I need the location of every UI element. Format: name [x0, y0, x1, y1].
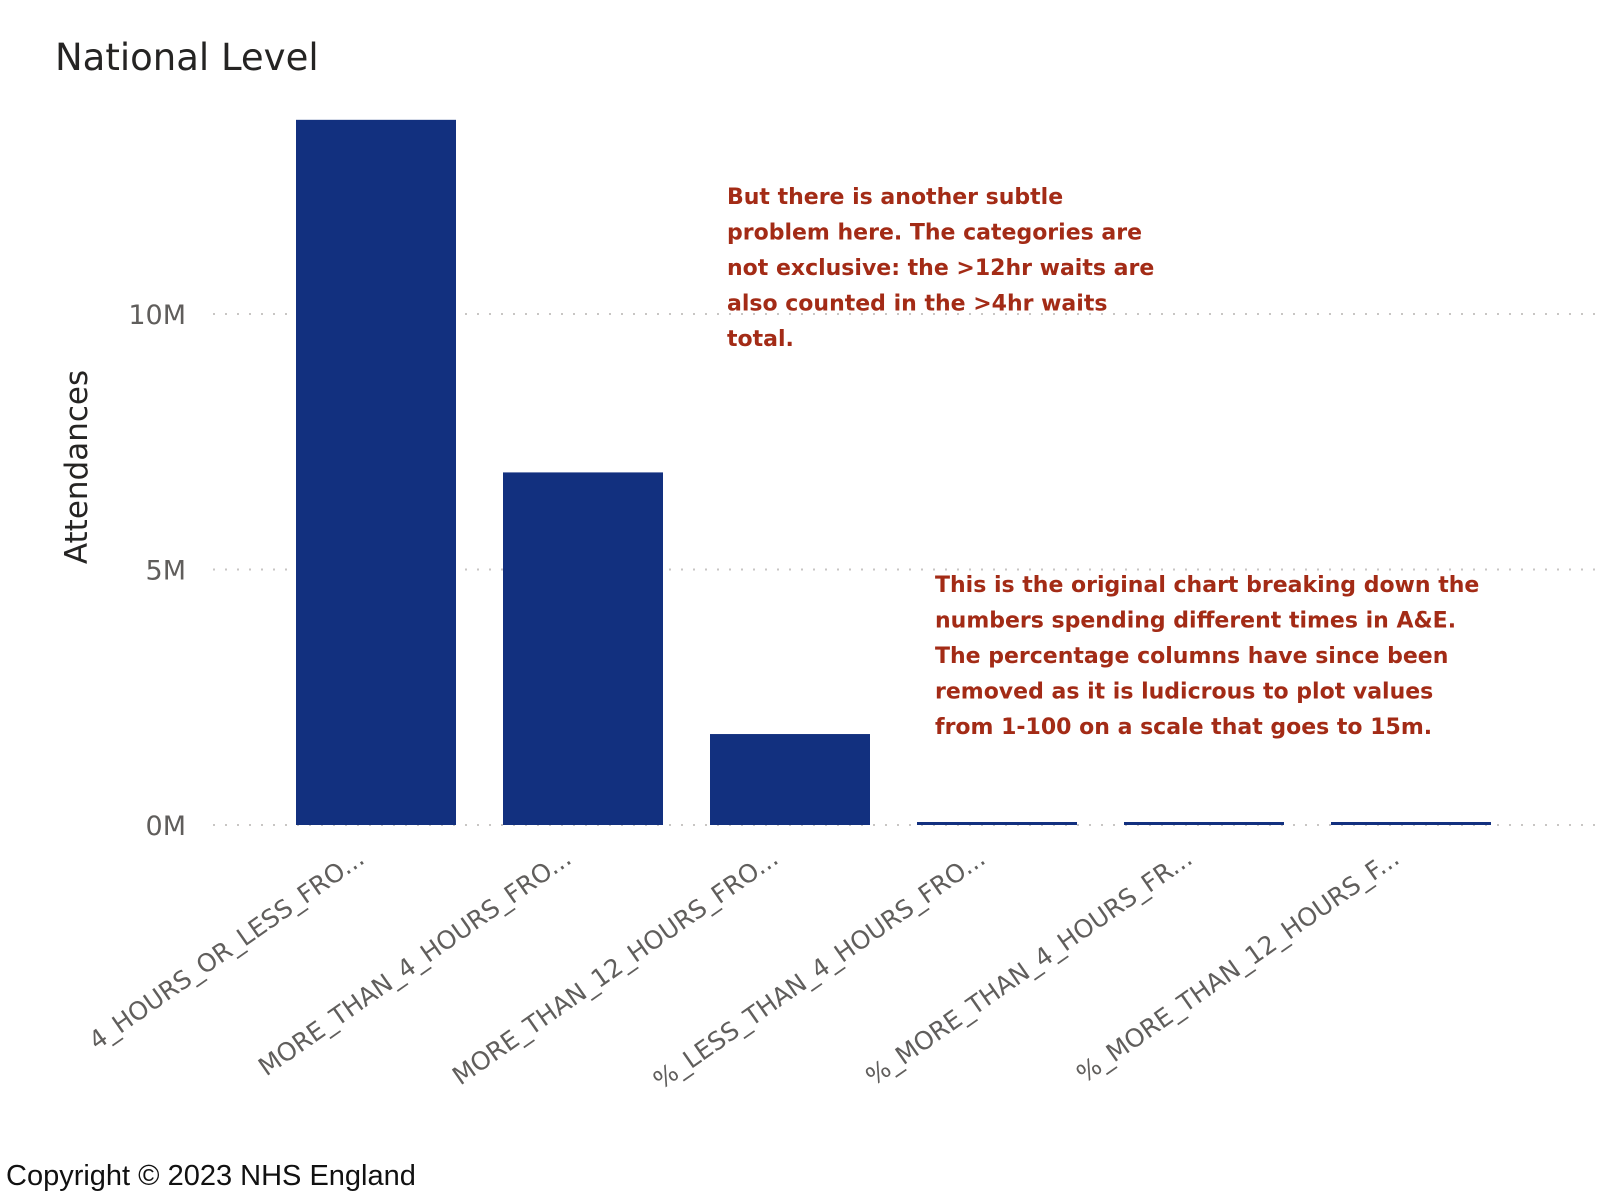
bar — [1124, 822, 1284, 825]
x-tick-label: MORE_THAN_12_HOURS_FRO... — [447, 843, 783, 1091]
x-tick-label: %_MORE_THAN_4_HOURS_FR... — [860, 843, 1197, 1091]
annotation-line: not exclusive: the >12hr waits are — [727, 256, 1154, 281]
bar — [1331, 822, 1491, 825]
y-tick-label: 5M — [146, 556, 186, 587]
annotation-line: This is the original chart breaking down… — [935, 573, 1479, 598]
bar — [917, 822, 1077, 825]
x-axis-ticks: 4_HOURS_OR_LESS_FRO...MORE_THAN_4_HOURS_… — [84, 843, 1405, 1095]
annotation-line: also counted in the >4hr waits — [727, 292, 1107, 317]
annotations: But there is another subtle problem here.… — [727, 185, 1479, 740]
x-tick-label: %_MORE_THAN_12_HOURS_F... — [1071, 843, 1404, 1088]
annotation-line: removed as it is ludicrous to plot value… — [935, 680, 1433, 705]
bar — [503, 472, 663, 825]
annotation-line: The percentage columns have since been — [935, 644, 1448, 669]
y-tick-label: 0M — [146, 811, 186, 842]
chart-title: National Level — [55, 36, 319, 79]
y-tick-label: 10M — [128, 300, 186, 331]
x-tick-label: %_LESS_THAN_4_HOURS_FRO... — [648, 843, 990, 1095]
bars — [296, 119, 1491, 825]
annotation-original-chart: This is the original chart breaking down… — [935, 573, 1479, 740]
annotation-line: problem here. The categories are — [727, 221, 1142, 246]
annotation-line: But there is another subtle — [727, 185, 1063, 210]
bar — [710, 734, 870, 825]
bar — [296, 119, 456, 825]
annotation-line: total. — [727, 327, 794, 352]
copyright-notice: Copyright © 2023 NHS England — [6, 1160, 416, 1192]
annotation-subtle-problem: But there is another subtle problem here.… — [727, 185, 1154, 352]
y-axis-ticks: 0M 5M 10M — [128, 300, 186, 842]
annotation-line: numbers spending different times in A&E. — [935, 609, 1456, 634]
y-axis-label: Attendances — [59, 370, 95, 564]
bar-chart: National Level Attendances 0M 5M 10M 4_HOU… — [55, 36, 1600, 1095]
annotation-line: from 1-100 on a scale that goes to 15m. — [935, 715, 1432, 740]
